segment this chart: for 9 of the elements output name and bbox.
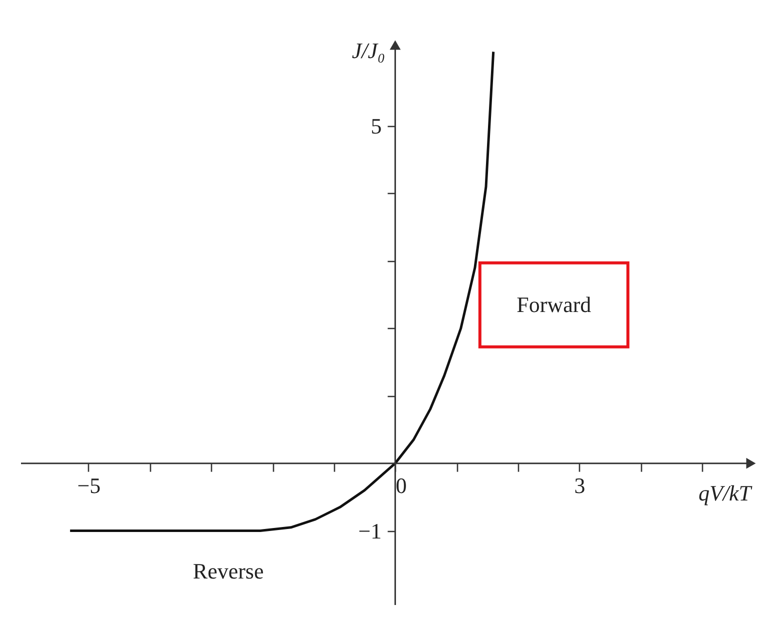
x-axis-title: qV/kT — [698, 480, 753, 506]
x-tick-label: −5 — [77, 472, 101, 498]
y-tick-label: 5 — [370, 113, 382, 138]
y-tick-label: −1 — [358, 518, 382, 544]
annotation: Reverse — [192, 558, 264, 584]
x-tick-label: 3 — [574, 472, 586, 498]
y-axis-title: J/J₀ — [352, 38, 386, 63]
x-tick-label: 0 — [396, 472, 407, 498]
annotation: Forward — [516, 292, 592, 317]
